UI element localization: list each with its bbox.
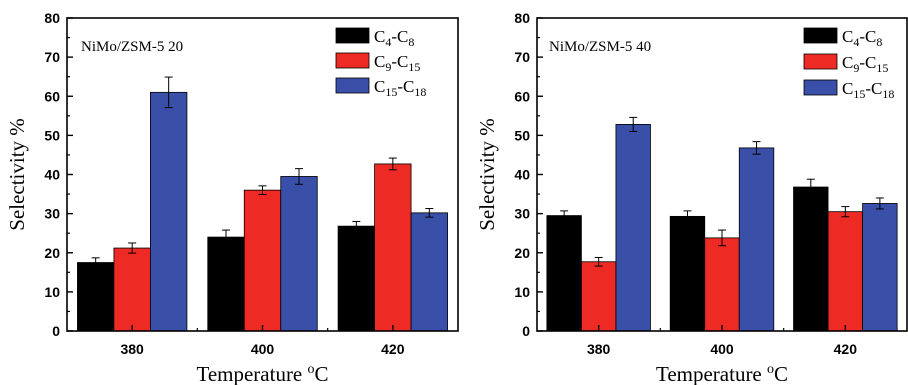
legend-swatch-c9-c15 — [335, 52, 370, 69]
legend-label-c9-c15: C9-C15 — [842, 53, 888, 75]
x-tick-label-420: 420 — [381, 341, 405, 357]
bar-c9-c15-420 — [827, 211, 863, 332]
y-tick-label: 50 — [514, 127, 530, 143]
bar-c4-c8-380 — [77, 262, 115, 332]
error-bar-c9-c15-380 — [594, 256, 603, 267]
y-tick-label: 20 — [44, 245, 60, 261]
bar-c9-c15-420 — [374, 163, 412, 332]
error-bar-c4-c8-400 — [683, 210, 692, 223]
y-tick-label: 10 — [44, 284, 60, 300]
legend-label-c15-c18: C15-C18 — [842, 79, 894, 101]
legend-swatch-c15-c18 — [803, 79, 838, 96]
x-axis-title: Temperature oC — [656, 362, 788, 385]
error-bar-c4-c8-420 — [806, 178, 815, 196]
error-bar-c4-c8-420 — [352, 220, 361, 232]
bar-c15-c18-400 — [738, 147, 775, 332]
legend-label-c4-c8: C4-C8 — [374, 27, 414, 49]
error-bar-c15-c18-380 — [629, 116, 638, 132]
bar-c15-c18-380 — [150, 91, 188, 332]
y-tick-label: 60 — [44, 88, 60, 104]
panel-label: NiMo/ZSM-5 40 — [549, 39, 651, 55]
error-bar-c15-c18-380 — [164, 76, 173, 109]
bar-c9-c15-380 — [113, 247, 151, 332]
x-tick-label-380: 380 — [587, 341, 611, 357]
y-tick-label: 0 — [522, 323, 530, 339]
x-tick-label-380: 380 — [120, 341, 144, 357]
legend-label-c15-c18: C15-C18 — [374, 77, 426, 99]
bar-c9-c15-400 — [704, 237, 740, 332]
error-bar-c9-c15-380 — [128, 242, 137, 254]
error-bar-c9-c15-400 — [258, 185, 267, 195]
y-axis-title: Selectivity % — [5, 118, 29, 231]
y-tick-label: 30 — [514, 206, 530, 222]
error-bar-c9-c15-420 — [841, 206, 850, 218]
legend-label-c4-c8: C4-C8 — [842, 27, 882, 49]
error-bar-c15-c18-420 — [875, 197, 884, 210]
legend-swatch-c4-c8 — [335, 27, 370, 44]
x-tick-label-400: 400 — [251, 341, 275, 357]
y-tick-label: 30 — [44, 206, 60, 222]
error-bar-c9-c15-420 — [388, 157, 397, 171]
error-bar-c15-c18-420 — [425, 208, 434, 218]
error-bar-c15-c18-400 — [752, 141, 761, 155]
bar-c15-c18-380 — [615, 124, 651, 332]
bar-c15-c18-400 — [280, 176, 318, 332]
y-tick-label: 50 — [44, 127, 60, 143]
chart-panel-2: 0 10 20 30 40 50 60 70 80 380 400 420 Selectivity % T… — [475, 10, 908, 385]
bar-c15-c18-420 — [410, 212, 448, 332]
x-axis-title: Temperature oC — [196, 362, 328, 385]
legend-swatch-c4-c8 — [803, 27, 838, 44]
bar-c4-c8-400 — [669, 215, 706, 332]
y-tick-label: 10 — [514, 284, 530, 300]
y-tick-label: 40 — [44, 167, 60, 183]
error-bar-c9-c15-400 — [718, 229, 726, 247]
bar-c4-c8-400 — [207, 236, 245, 332]
legend-swatch-c15-c18 — [335, 77, 370, 94]
legend: C4-C8 C9-C15 C15-C18 — [803, 27, 894, 101]
bar-c9-c15-400 — [243, 189, 282, 332]
y-tick-label: 60 — [514, 88, 530, 104]
y-tick-label: 40 — [514, 167, 530, 183]
bar-c4-c8-420 — [337, 225, 375, 332]
y-axis-title: Selectivity % — [475, 118, 499, 231]
y-tick-label: 70 — [44, 49, 60, 65]
x-tick-label-420: 420 — [834, 341, 858, 357]
legend-label-c9-c15: C9-C15 — [374, 52, 420, 74]
y-tick-label: 80 — [514, 10, 530, 26]
y-tick-label: 80 — [44, 10, 60, 26]
error-bar-c4-c8-380 — [560, 210, 569, 221]
panel-label: NiMo/ZSM-5 20 — [81, 39, 183, 55]
bar-c4-c8-420 — [793, 186, 829, 332]
chart-panel-1: 0 10 20 30 40 50 60 70 80 380 400 420 Selectivity % T… — [5, 10, 459, 385]
error-bar-c4-c8-380 — [91, 257, 100, 268]
y-tick-label: 70 — [514, 49, 530, 65]
bar-c9-c15-380 — [581, 261, 617, 332]
legend: C4-C8 C9-C15 C15-C18 — [335, 27, 426, 99]
bar-c4-c8-380 — [546, 215, 582, 332]
error-bar-c4-c8-400 — [222, 229, 231, 245]
y-tick-label: 0 — [52, 323, 60, 339]
legend-swatch-c9-c15 — [803, 53, 838, 70]
y-tick-label: 20 — [514, 245, 530, 261]
error-bar-c15-c18-400 — [294, 168, 303, 185]
x-tick-label-400: 400 — [710, 341, 734, 357]
bar-c15-c18-420 — [862, 203, 898, 332]
